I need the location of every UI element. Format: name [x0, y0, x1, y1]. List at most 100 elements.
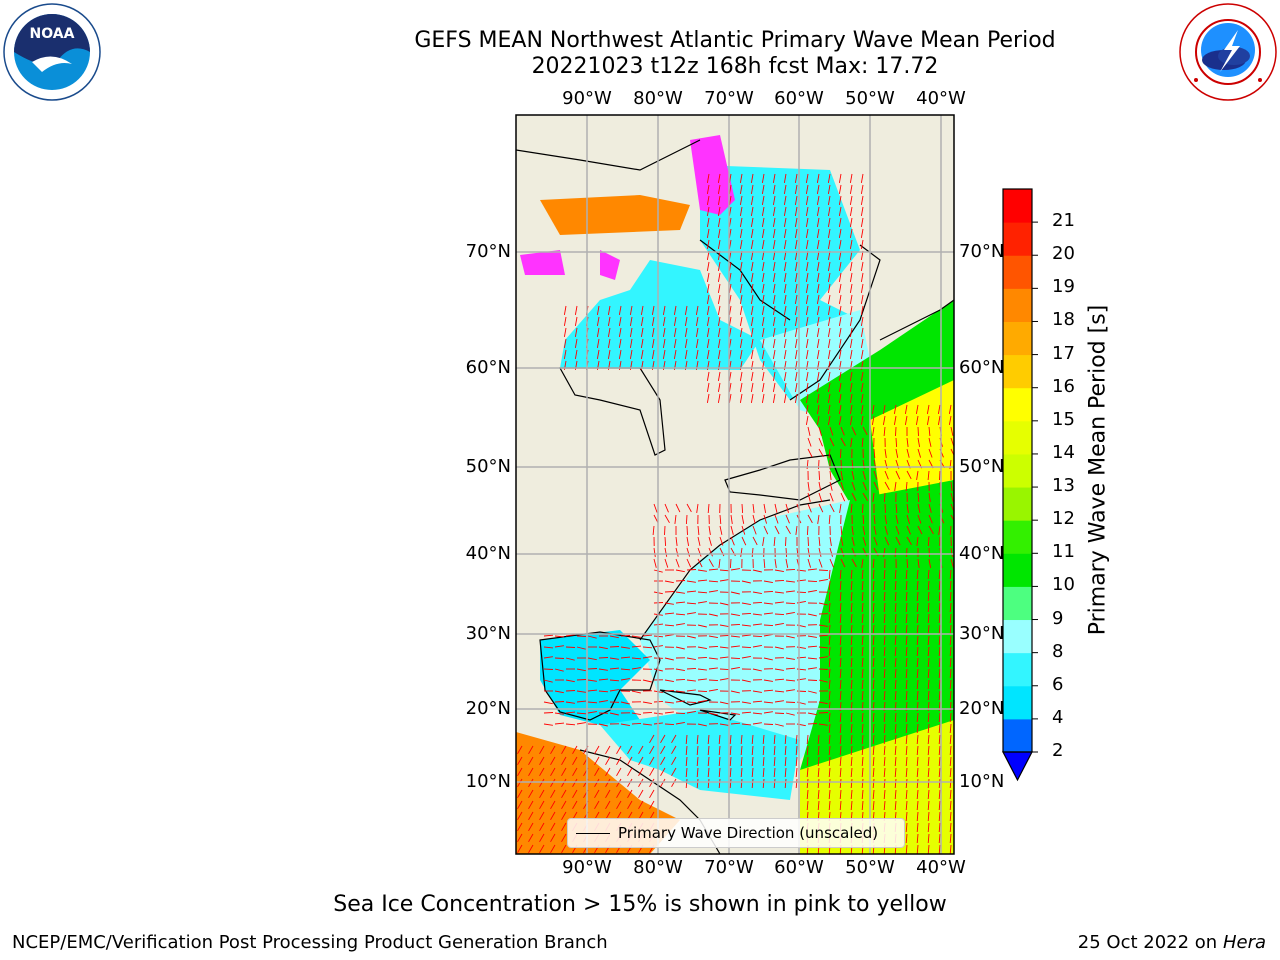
wave-arrow [816, 184, 820, 194]
wave-arrow [805, 404, 809, 414]
wave-arrow [928, 547, 930, 558]
wave-arrow [893, 415, 897, 425]
wave-arrow [838, 173, 842, 183]
wave-arrow [696, 503, 699, 513]
wave-arrow [620, 635, 631, 637]
wave-arrow [620, 678, 630, 681]
wave-arrow [927, 668, 930, 679]
wave-arrow [686, 710, 696, 714]
wave-arrow [664, 503, 669, 513]
wave-arrow [706, 349, 710, 359]
wave-arrow [839, 690, 842, 701]
wave-arrow [706, 305, 710, 315]
wave-arrow [539, 745, 545, 755]
wave-arrow [741, 634, 751, 637]
wave-arrow [906, 558, 909, 569]
wave-arrow [517, 844, 523, 854]
wave-arrow [763, 514, 768, 524]
wave-arrow [763, 689, 774, 692]
wave-arrow [871, 404, 875, 414]
wave-arrow [640, 305, 644, 315]
wave-arrow [686, 558, 692, 568]
wave-arrow [894, 734, 897, 745]
wave-arrow [860, 261, 864, 271]
wave-arrow [594, 745, 600, 755]
wave-arrow [949, 668, 952, 679]
graticule [516, 115, 954, 854]
wave-arrow [783, 393, 787, 403]
wave-arrow [550, 800, 556, 810]
wave-arrow [576, 690, 586, 693]
wave-arrow [938, 723, 941, 734]
wave-arrow [949, 844, 952, 854]
wave-arrow [554, 645, 564, 648]
wave-arrow [861, 668, 864, 679]
wave-arrow [927, 778, 930, 789]
wave-arrow [543, 656, 553, 659]
wave-arrow [827, 415, 831, 425]
wave-arrow [938, 525, 941, 535]
wave-arrow [817, 514, 820, 524]
wave-arrow [741, 503, 744, 514]
wave-arrow [783, 349, 787, 359]
wave-arrow [729, 767, 732, 778]
wave-arrow [838, 382, 842, 392]
wave-arrow [839, 778, 842, 789]
wave-arrow [950, 492, 954, 502]
wave-arrow [517, 778, 523, 788]
wave-arrow [774, 558, 777, 568]
wave-arrow [805, 195, 809, 205]
wave-arrow [839, 602, 842, 613]
wave-arrow [730, 568, 740, 571]
wave-arrow [596, 305, 600, 315]
wave-arrow [685, 767, 688, 778]
wave-arrow [828, 646, 831, 657]
wave-arrow [816, 404, 820, 414]
wave-arrow [761, 316, 765, 326]
wave-arrow [752, 525, 757, 535]
wave-arrow [642, 634, 653, 637]
wave-arrow [818, 668, 829, 670]
wave-arrow [706, 294, 710, 304]
wave-arrow [783, 261, 787, 271]
wave-arrow [861, 657, 864, 668]
wave-arrow [860, 206, 864, 216]
wave-arrow [561, 745, 567, 755]
wave-arrow [850, 646, 853, 657]
wave-arrow [828, 602, 831, 613]
wave-arrow [783, 305, 787, 315]
wave-arrow [917, 525, 923, 535]
wave-arrow [894, 547, 897, 558]
wave-arrow [794, 239, 798, 249]
wave-arrow [576, 722, 586, 725]
wave-arrow [916, 690, 919, 701]
wave-arrow [828, 569, 831, 580]
wave-arrow [662, 338, 666, 348]
wave-arrow [807, 645, 818, 648]
wave-arrow [697, 591, 708, 594]
wave-arrow [949, 646, 952, 657]
wave-arrow [838, 415, 842, 425]
wave-arrow [829, 503, 835, 513]
wave-arrow [861, 778, 864, 789]
wave-arrow [718, 558, 721, 568]
wave-arrow [752, 635, 763, 638]
wave-arrow [827, 206, 831, 216]
wave-arrow [587, 679, 597, 682]
wave-arrow [750, 338, 754, 348]
wave-arrow [684, 316, 688, 326]
wave-arrow [774, 690, 785, 693]
colorbar [1002, 188, 1038, 782]
wave-arrow [761, 239, 765, 249]
wave-arrow [651, 327, 655, 337]
wave-arrow [850, 734, 853, 745]
wave-arrow [785, 536, 787, 547]
wave-arrow [739, 184, 743, 194]
wave-arrow [895, 437, 898, 448]
wave-arrow [605, 745, 611, 755]
colorbar-tick-label: 14 [1052, 441, 1075, 463]
wave-arrow [719, 525, 723, 535]
wave-arrow [872, 723, 875, 734]
colorbar-tick-label: 19 [1052, 276, 1075, 298]
wave-arrow [783, 173, 787, 183]
